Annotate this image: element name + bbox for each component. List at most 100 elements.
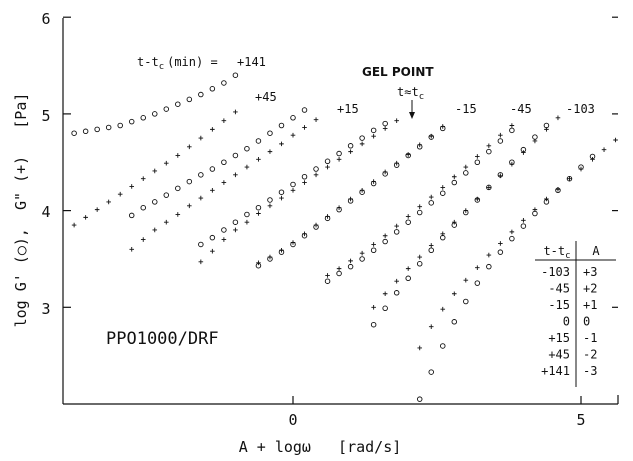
g-double-prime-point bbox=[567, 176, 572, 181]
g-prime-point bbox=[428, 247, 434, 253]
y-tick-label: 6 bbox=[41, 10, 50, 28]
g-double-prime-point bbox=[71, 222, 77, 228]
g-double-prime-point bbox=[106, 199, 111, 205]
g-double-prime-point bbox=[325, 273, 330, 278]
g-double-prime-point bbox=[405, 266, 411, 271]
g-prime-point bbox=[416, 396, 423, 402]
g-double-prime-point bbox=[555, 187, 561, 192]
y-axis-label: log G' (○), G" (+) [Pa] bbox=[12, 93, 30, 328]
curve-header: t-tc (min) = bbox=[137, 55, 218, 72]
g-double-prime-point bbox=[509, 123, 515, 128]
shift-table-cell-a: -3 bbox=[583, 364, 597, 378]
shift-table-cell-a: 0 bbox=[583, 315, 590, 329]
g-double-prime-point bbox=[210, 127, 215, 132]
g-prime-point bbox=[428, 200, 434, 206]
g-prime-point bbox=[244, 211, 250, 218]
g-double-prime-point bbox=[256, 157, 261, 162]
g-double-prime-point bbox=[428, 324, 434, 329]
g-prime-point bbox=[370, 247, 377, 253]
g-double-prime-point bbox=[256, 260, 261, 266]
g-double-prime-point bbox=[233, 109, 238, 115]
shift-table-cell-a: -2 bbox=[583, 348, 597, 362]
g-prime-point bbox=[370, 127, 377, 134]
g-double-prime-point bbox=[290, 187, 296, 193]
g-prime-point bbox=[209, 234, 216, 241]
gel-point-annotation: GEL POINT t≈tc bbox=[362, 65, 434, 119]
y-tick-label: 4 bbox=[41, 203, 50, 221]
g-prime-point bbox=[94, 126, 100, 133]
g-prime-point bbox=[393, 290, 400, 296]
g-double-prime-point bbox=[267, 203, 273, 209]
g-double-prime-point bbox=[221, 237, 227, 242]
g-prime-point bbox=[186, 178, 193, 185]
g-double-prime-point bbox=[486, 252, 492, 258]
curve-labels: t-tc (min) = +141 +45 +15 -15 -45 -103 bbox=[137, 55, 595, 116]
shift-table: t-tc A -103 +3 -45 +2 -15 +1 0 0 +15 -1 +45 -2 +141-… bbox=[535, 241, 616, 387]
shift-table-cell-a: -1 bbox=[583, 331, 597, 345]
x-axis-label: A + logω [rad/s] bbox=[239, 438, 402, 456]
g-double-prime-point bbox=[313, 222, 319, 228]
shift-table-cell-tc: 0 bbox=[563, 315, 570, 329]
g-prime-point bbox=[221, 159, 227, 165]
g-prime-point bbox=[278, 189, 285, 195]
curve-header-subscript: c bbox=[159, 62, 164, 72]
g-prime-point bbox=[393, 229, 400, 235]
g-prime-point bbox=[405, 275, 411, 282]
g-double-prime-point bbox=[290, 240, 296, 245]
g-double-prime-point bbox=[163, 160, 169, 166]
g-prime-point bbox=[198, 172, 204, 178]
g-double-prime-point bbox=[359, 141, 365, 147]
g-double-prime-point bbox=[302, 231, 307, 237]
g-double-prime-point bbox=[498, 173, 503, 179]
shift-table-cell-tc: -15 bbox=[548, 298, 570, 312]
g-prime-point bbox=[440, 343, 446, 349]
gel-point-subscript: c bbox=[419, 92, 424, 102]
g-prime-point bbox=[336, 150, 342, 157]
g-double-prime-point bbox=[187, 144, 192, 150]
g-prime-point bbox=[232, 152, 239, 159]
sample-label: PPO1000/DRF bbox=[106, 329, 219, 349]
g-double-prime-point bbox=[440, 185, 446, 190]
g-double-prime-point bbox=[440, 124, 446, 129]
g-double-prime-point bbox=[256, 211, 261, 216]
g-double-prime-point bbox=[544, 127, 549, 132]
g-double-prime-point bbox=[348, 149, 353, 154]
g-double-prime-point bbox=[336, 266, 342, 271]
g-prime-point bbox=[198, 91, 204, 98]
g-double-prime-point bbox=[117, 191, 123, 197]
g-double-prime-point bbox=[428, 133, 434, 139]
g-prime-point bbox=[232, 72, 239, 78]
g-double-prime-point bbox=[302, 125, 307, 130]
x-tick-label: 5 bbox=[576, 411, 585, 429]
g-double-prime-point bbox=[451, 174, 457, 180]
g-double-prime-point bbox=[279, 247, 284, 253]
shift-table-header-subscript: c bbox=[565, 251, 570, 261]
g-double-prime-point bbox=[210, 187, 215, 193]
g-double-prime-point bbox=[244, 164, 250, 170]
gel-point-t: t≈t bbox=[397, 85, 419, 99]
shift-table-cell-tc: +141 bbox=[541, 364, 570, 378]
g-double-prime-point bbox=[521, 150, 526, 155]
g-prime-point bbox=[175, 185, 181, 192]
g-prime-point bbox=[463, 298, 469, 305]
g-double-prime-point bbox=[417, 142, 423, 148]
g-prime-point bbox=[255, 204, 262, 211]
y-tick-label: 3 bbox=[41, 300, 50, 318]
g-prime-point bbox=[198, 241, 204, 248]
g-double-prime-point bbox=[371, 242, 376, 247]
g-double-prime-point bbox=[210, 248, 215, 254]
g-prime-point bbox=[359, 256, 365, 262]
g-double-prime-point bbox=[475, 196, 480, 202]
g-prime-point bbox=[232, 219, 239, 225]
g-double-prime-point bbox=[613, 137, 618, 143]
g-double-prime-point bbox=[290, 132, 296, 138]
shift-table-cell-tc: -45 bbox=[548, 282, 570, 296]
g-prime-point bbox=[267, 197, 273, 203]
g-prime-point bbox=[71, 130, 77, 136]
g-double-prime-point bbox=[359, 187, 365, 193]
g-double-prime-point bbox=[555, 115, 561, 121]
g-prime-point bbox=[497, 249, 504, 255]
g-prime-point bbox=[186, 96, 193, 103]
g-double-prime-point bbox=[394, 278, 399, 284]
g-double-prime-point bbox=[440, 231, 446, 237]
